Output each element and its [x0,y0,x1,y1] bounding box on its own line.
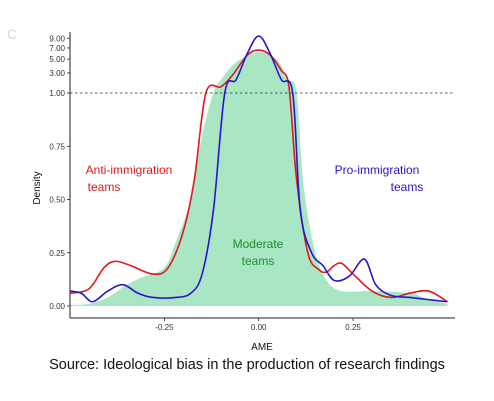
x-tick-label: 0.25 [345,323,361,332]
pro-immigration-label-line2: teams [391,180,424,194]
pro-immigration-label-line1: Pro-immigration [335,163,420,177]
source-caption: Source: Ideological bias in the producti… [49,357,445,373]
pro-immigration-density-line [69,35,448,303]
y-tick-label: 5.00 [49,55,65,64]
panel-letter: C [7,26,18,42]
y-tick-label: 0.50 [49,196,65,205]
x-tick-label: -0.25 [155,323,174,332]
y-tick-label: 9.00 [49,34,65,43]
series-layer [69,35,448,306]
y-tick-label: 0.75 [49,142,65,151]
moderate-label-line2: teams [242,254,275,268]
y-tick-label: 1.00 [49,89,65,98]
moderate-label-line1: Moderate [233,237,284,251]
moderate-density-area [70,52,448,306]
y-tick-label: 7.00 [49,44,65,53]
x-axis-title: AME [251,342,273,353]
anti-immigration-label-line1: Anti-immigration [86,163,173,177]
y-axis-title: Density [32,171,43,204]
y-tick-label: 0.00 [49,302,65,311]
anti-immigration-label-line2: teams [88,180,121,194]
axis-layer: 0.00 0.25 0.50 0.75 1.00 3.00 5.00 7.009.00 -0.2… [49,32,455,332]
y-tick-label: 3.00 [49,69,65,78]
y-tick-label: 0.25 [49,249,65,258]
x-tick-label: 0.00 [251,323,267,332]
